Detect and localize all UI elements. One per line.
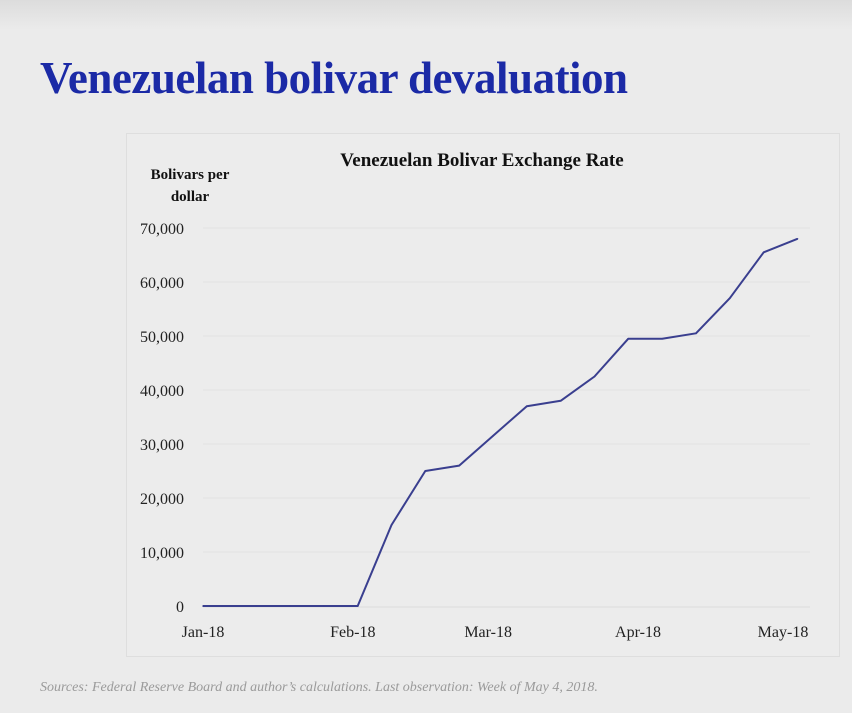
data-point: [492, 435, 494, 437]
data-point: [762, 251, 765, 254]
data-point: [390, 524, 393, 526]
data-point: [526, 405, 528, 408]
data-point: [627, 337, 630, 340]
data-point: [255, 605, 257, 607]
x-tick-label: Feb-18: [330, 624, 375, 641]
x-tick-label: Jan-18: [182, 624, 225, 641]
series-line: [203, 237, 798, 607]
source-note: Sources: Federal Reserve Board and autho…: [40, 680, 598, 695]
slide-top-band: [0, 0, 852, 30]
chart-title: Venezuelan Bolivar Exchange Rate: [340, 150, 623, 171]
data-point: [356, 605, 359, 607]
data-point: [458, 464, 460, 467]
data-point: [221, 605, 224, 607]
data-point: [424, 470, 427, 472]
y-axis-label: Bolivars per: [151, 167, 230, 183]
data-point: [289, 605, 291, 607]
data-point: [729, 297, 731, 300]
y-axis-label: dollar: [171, 189, 210, 205]
data-point: [202, 605, 204, 607]
slide-title: Venezuelan bolivar devaluation: [40, 53, 628, 103]
data-point: [796, 238, 799, 240]
x-tick-label: May-18: [758, 624, 809, 641]
x-tick-label: Apr-18: [615, 624, 661, 641]
data-point: [593, 375, 596, 378]
y-tick-label: 60,000: [140, 275, 184, 292]
data-point: [559, 400, 562, 402]
data-point: [695, 332, 697, 335]
y-tick-label: 0: [176, 599, 184, 616]
y-tick-label: 40,000: [140, 383, 184, 400]
y-tick-label: 50,000: [140, 329, 184, 346]
y-tick-label: 30,000: [140, 437, 184, 454]
y-tick-label: 20,000: [140, 491, 184, 508]
y-tick-label: 10,000: [140, 545, 184, 562]
y-tick-label: 70,000: [140, 221, 184, 238]
data-point: [661, 337, 663, 340]
chart-frame: [126, 133, 840, 657]
data-point: [323, 605, 325, 607]
x-tick-label: Mar-18: [464, 624, 512, 641]
